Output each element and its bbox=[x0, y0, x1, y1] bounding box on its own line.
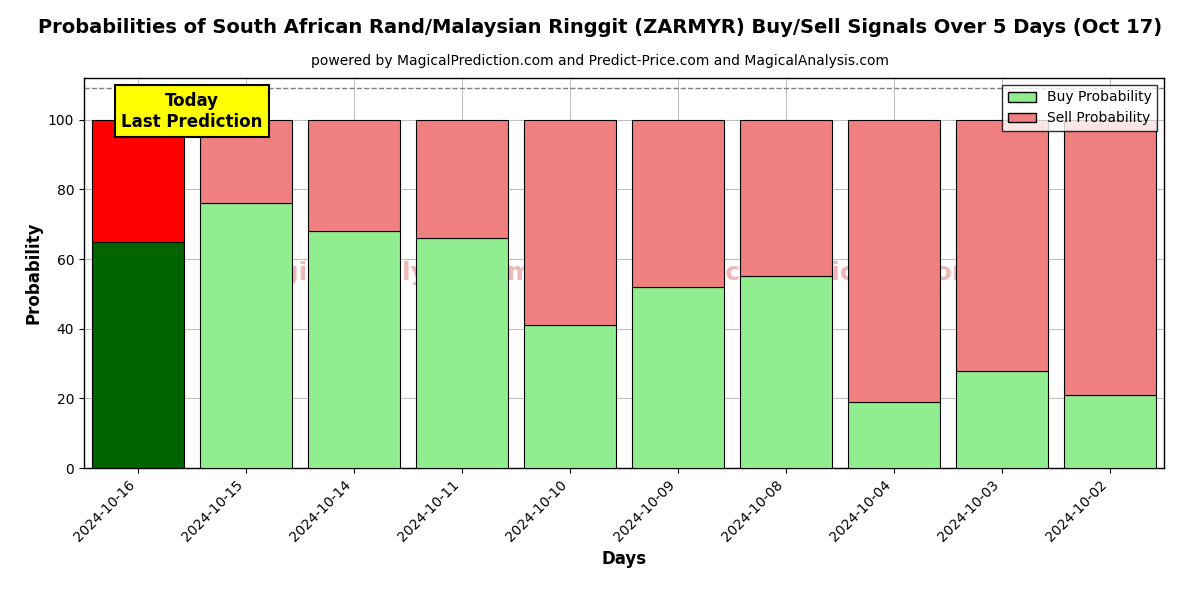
Bar bbox=[200, 120, 292, 203]
Bar bbox=[92, 120, 184, 242]
Bar bbox=[956, 120, 1048, 371]
Bar bbox=[1064, 120, 1156, 395]
Bar bbox=[848, 120, 940, 402]
Bar bbox=[200, 203, 292, 468]
Bar bbox=[92, 242, 184, 468]
Bar bbox=[308, 231, 400, 468]
Legend: Buy Probability, Sell Probability: Buy Probability, Sell Probability bbox=[1002, 85, 1157, 131]
Y-axis label: Probability: Probability bbox=[24, 222, 42, 324]
Text: MagicalPrediction.com: MagicalPrediction.com bbox=[658, 261, 979, 285]
Bar bbox=[632, 120, 724, 287]
Bar bbox=[524, 325, 616, 468]
Text: MagicalAnalysis.com: MagicalAnalysis.com bbox=[240, 261, 533, 285]
Text: Today
Last Prediction: Today Last Prediction bbox=[121, 92, 263, 131]
Bar bbox=[740, 277, 832, 468]
Bar bbox=[740, 120, 832, 277]
Text: Probabilities of South African Rand/Malaysian Ringgit (ZARMYR) Buy/Sell Signals : Probabilities of South African Rand/Mala… bbox=[38, 18, 1162, 37]
Bar bbox=[1064, 395, 1156, 468]
Text: n: n bbox=[756, 261, 773, 285]
Bar bbox=[416, 238, 508, 468]
Bar bbox=[524, 120, 616, 325]
Bar bbox=[956, 371, 1048, 468]
Bar bbox=[632, 287, 724, 468]
Bar bbox=[848, 402, 940, 468]
Bar bbox=[416, 120, 508, 238]
Text: powered by MagicalPrediction.com and Predict-Price.com and MagicalAnalysis.com: powered by MagicalPrediction.com and Pre… bbox=[311, 54, 889, 68]
X-axis label: Days: Days bbox=[601, 550, 647, 568]
Bar bbox=[308, 120, 400, 231]
